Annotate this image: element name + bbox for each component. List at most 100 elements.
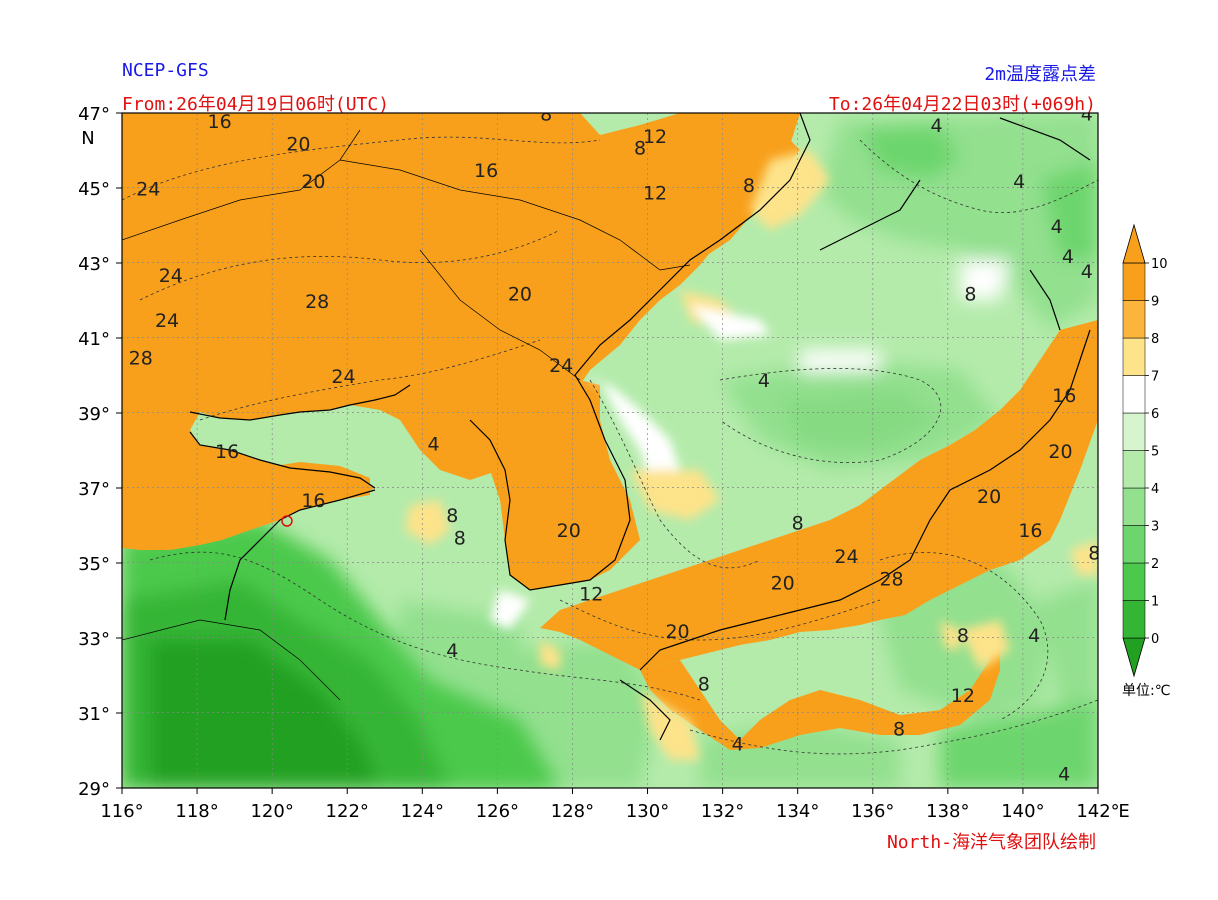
- contour-label: 8: [964, 284, 976, 306]
- lon-tick-label: 126°: [476, 801, 519, 822]
- colorbar-label: 3: [1151, 520, 1159, 535]
- contour-label: 28: [305, 291, 329, 313]
- contour-label: 20: [665, 621, 689, 643]
- colorbar-label: 7: [1151, 370, 1159, 385]
- contour-label: 8: [1088, 542, 1100, 564]
- lon-tick-label: 128°: [551, 801, 594, 822]
- contour-label: 8: [454, 527, 466, 549]
- lon-tick-label: 132°: [701, 801, 744, 822]
- contour-label: 12: [643, 126, 667, 148]
- contour-label: 4: [1058, 764, 1070, 786]
- colorbar-segment: [1122, 525, 1146, 564]
- contour-label: 4: [428, 434, 440, 456]
- lon-tick-label: 124°: [401, 801, 444, 822]
- contour-label: 4: [931, 115, 943, 137]
- forecast-to: To:26年04月22日03时(+069h): [828, 94, 1096, 115]
- lat-tick-label: 45°: [78, 179, 110, 200]
- contour-label: 8: [698, 674, 710, 696]
- contour-label: 12: [951, 685, 975, 707]
- colorbar-segment: [1122, 375, 1146, 414]
- contour-label: 24: [159, 265, 183, 287]
- lon-tick-label: 138°: [926, 801, 969, 822]
- colorbar-segment: [1122, 337, 1146, 376]
- lat-tick-label: 39°: [78, 404, 110, 425]
- contour-label: 16: [474, 160, 498, 182]
- contour-label: 12: [579, 584, 603, 606]
- lon-tick-label: 134°: [776, 801, 819, 822]
- contour-label: 20: [301, 171, 325, 193]
- contour-label: 16: [215, 441, 239, 463]
- lat-tick-label: 47°: [78, 104, 110, 125]
- lon-tick-label: 116°: [100, 801, 143, 822]
- colorbar-label: 1: [1151, 595, 1159, 610]
- lon-tick-label: 136°: [851, 801, 894, 822]
- lon-tick-label: 120°: [250, 801, 293, 822]
- contour-label: 4: [1081, 261, 1093, 283]
- lat-axis: 47° 45° 43° 41° 39° 37° 35° 33° 31° 29° N: [78, 104, 122, 800]
- contour-label: 20: [557, 520, 581, 542]
- colorbar-label: 5: [1151, 445, 1159, 460]
- coastlines: [189, 113, 1091, 741]
- contour-label: 4: [1028, 625, 1040, 647]
- contour-label: 4: [1062, 246, 1074, 268]
- contour-label: 8: [634, 137, 646, 159]
- colorbar-segment: [1122, 262, 1146, 301]
- contour-label: 24: [136, 179, 160, 201]
- colorbar-segment: [1122, 450, 1146, 489]
- colorbar-segment: [1122, 562, 1146, 601]
- contour-label: 20: [286, 134, 310, 156]
- contour-label: 8: [893, 719, 905, 741]
- colorbar-label: 9: [1151, 295, 1159, 310]
- lon-axis: 116° 118° 120° 122° 124° 126° 128° 130° 132° 134°…: [100, 788, 1130, 822]
- colorbar-label: 0: [1151, 632, 1159, 647]
- lon-tick-label: 122°: [326, 801, 369, 822]
- contour-label: 24: [155, 310, 179, 332]
- contour-label: 4: [758, 370, 770, 392]
- contour-label: 20: [1048, 441, 1072, 463]
- contour-label: 8: [957, 625, 969, 647]
- contour-label: 24: [331, 366, 355, 388]
- variable-title: 2m温度露点差: [984, 64, 1096, 85]
- colorbar-label: 2: [1151, 557, 1159, 572]
- contour-label: 4: [446, 640, 458, 662]
- contour-label: 12: [643, 182, 667, 204]
- colorbar-min-extend: [1122, 637, 1146, 678]
- colorbar-label: 10: [1151, 257, 1168, 272]
- contour-label: 4: [1051, 216, 1063, 238]
- lat-tick-label: 37°: [78, 479, 110, 500]
- colorbar-max-extend: [1122, 223, 1146, 264]
- colorbar-segment: [1122, 300, 1146, 339]
- colorbar: 0 1 2 3 4 5 6 7 8 9 10: [1122, 223, 1168, 678]
- contour-label: 8: [540, 104, 552, 126]
- contour-label: 8: [446, 505, 458, 527]
- contour-label: 24: [549, 355, 573, 377]
- lat-tick-label: 43°: [78, 254, 110, 275]
- lat-tick-label: 31°: [78, 704, 110, 725]
- credit-text: North-海洋气象团队绘制: [886, 832, 1096, 853]
- forecast-from: From:26年04月19日06时(UTC): [122, 94, 390, 115]
- colorbar-segment: [1122, 412, 1146, 451]
- contour-label: 8: [743, 175, 755, 197]
- lat-tick-label: 41°: [78, 329, 110, 350]
- contour-label: 20: [508, 284, 532, 306]
- contour-label: 28: [879, 569, 903, 591]
- contour-label: 8: [792, 512, 804, 534]
- model-name: NCEP-GFS: [122, 60, 209, 81]
- contour-label: 4: [732, 734, 744, 756]
- lon-tick-label: 140°: [1001, 801, 1044, 822]
- station-marker: [281, 515, 293, 527]
- lon-tick-label: 118°: [175, 801, 218, 822]
- contour-label: 4: [1013, 171, 1025, 193]
- contour-label: 4: [1081, 104, 1093, 126]
- colorbar-label: 8: [1151, 332, 1159, 347]
- lon-tick-label: 130°: [626, 801, 669, 822]
- orange-field: [122, 113, 1098, 750]
- map-frame: [121, 112, 1099, 789]
- contour-label: 20: [771, 572, 795, 594]
- contour-lines: [122, 136, 1098, 755]
- fringe-field: [405, 150, 1098, 760]
- contour-label: 16: [301, 490, 325, 512]
